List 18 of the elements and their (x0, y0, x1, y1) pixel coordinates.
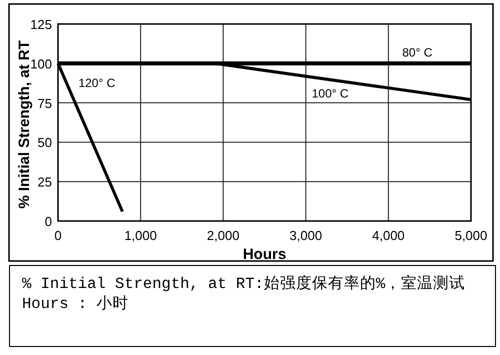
series-label: 120° C (78, 76, 116, 90)
y-tick-label: 25 (38, 174, 52, 190)
x-tick-label: 5,000 (454, 228, 488, 243)
x-tick-label: 3,000 (290, 228, 322, 243)
y-tick-label: 100 (30, 56, 52, 72)
y-tick-label: 0 (44, 214, 52, 229)
series-label: 100° C (312, 86, 349, 101)
text: Hours : 小时 (22, 294, 130, 314)
x-axis-title: Hours (242, 246, 286, 263)
text: % Initial Strength, at RT:始强度保有率的%，室温测试 (22, 274, 466, 294)
x-tick-label: 2,000 (206, 228, 240, 243)
y-tick-label: 50 (38, 135, 52, 150)
x-tick-label: 4,000 (372, 228, 405, 243)
y-tick-label: 125 (30, 17, 52, 32)
y-tick-label: 75 (38, 96, 52, 111)
x-tick-label: 0 (54, 228, 62, 243)
series-label: 80° C (402, 45, 433, 60)
x-tick-label: 1,000 (124, 228, 157, 243)
